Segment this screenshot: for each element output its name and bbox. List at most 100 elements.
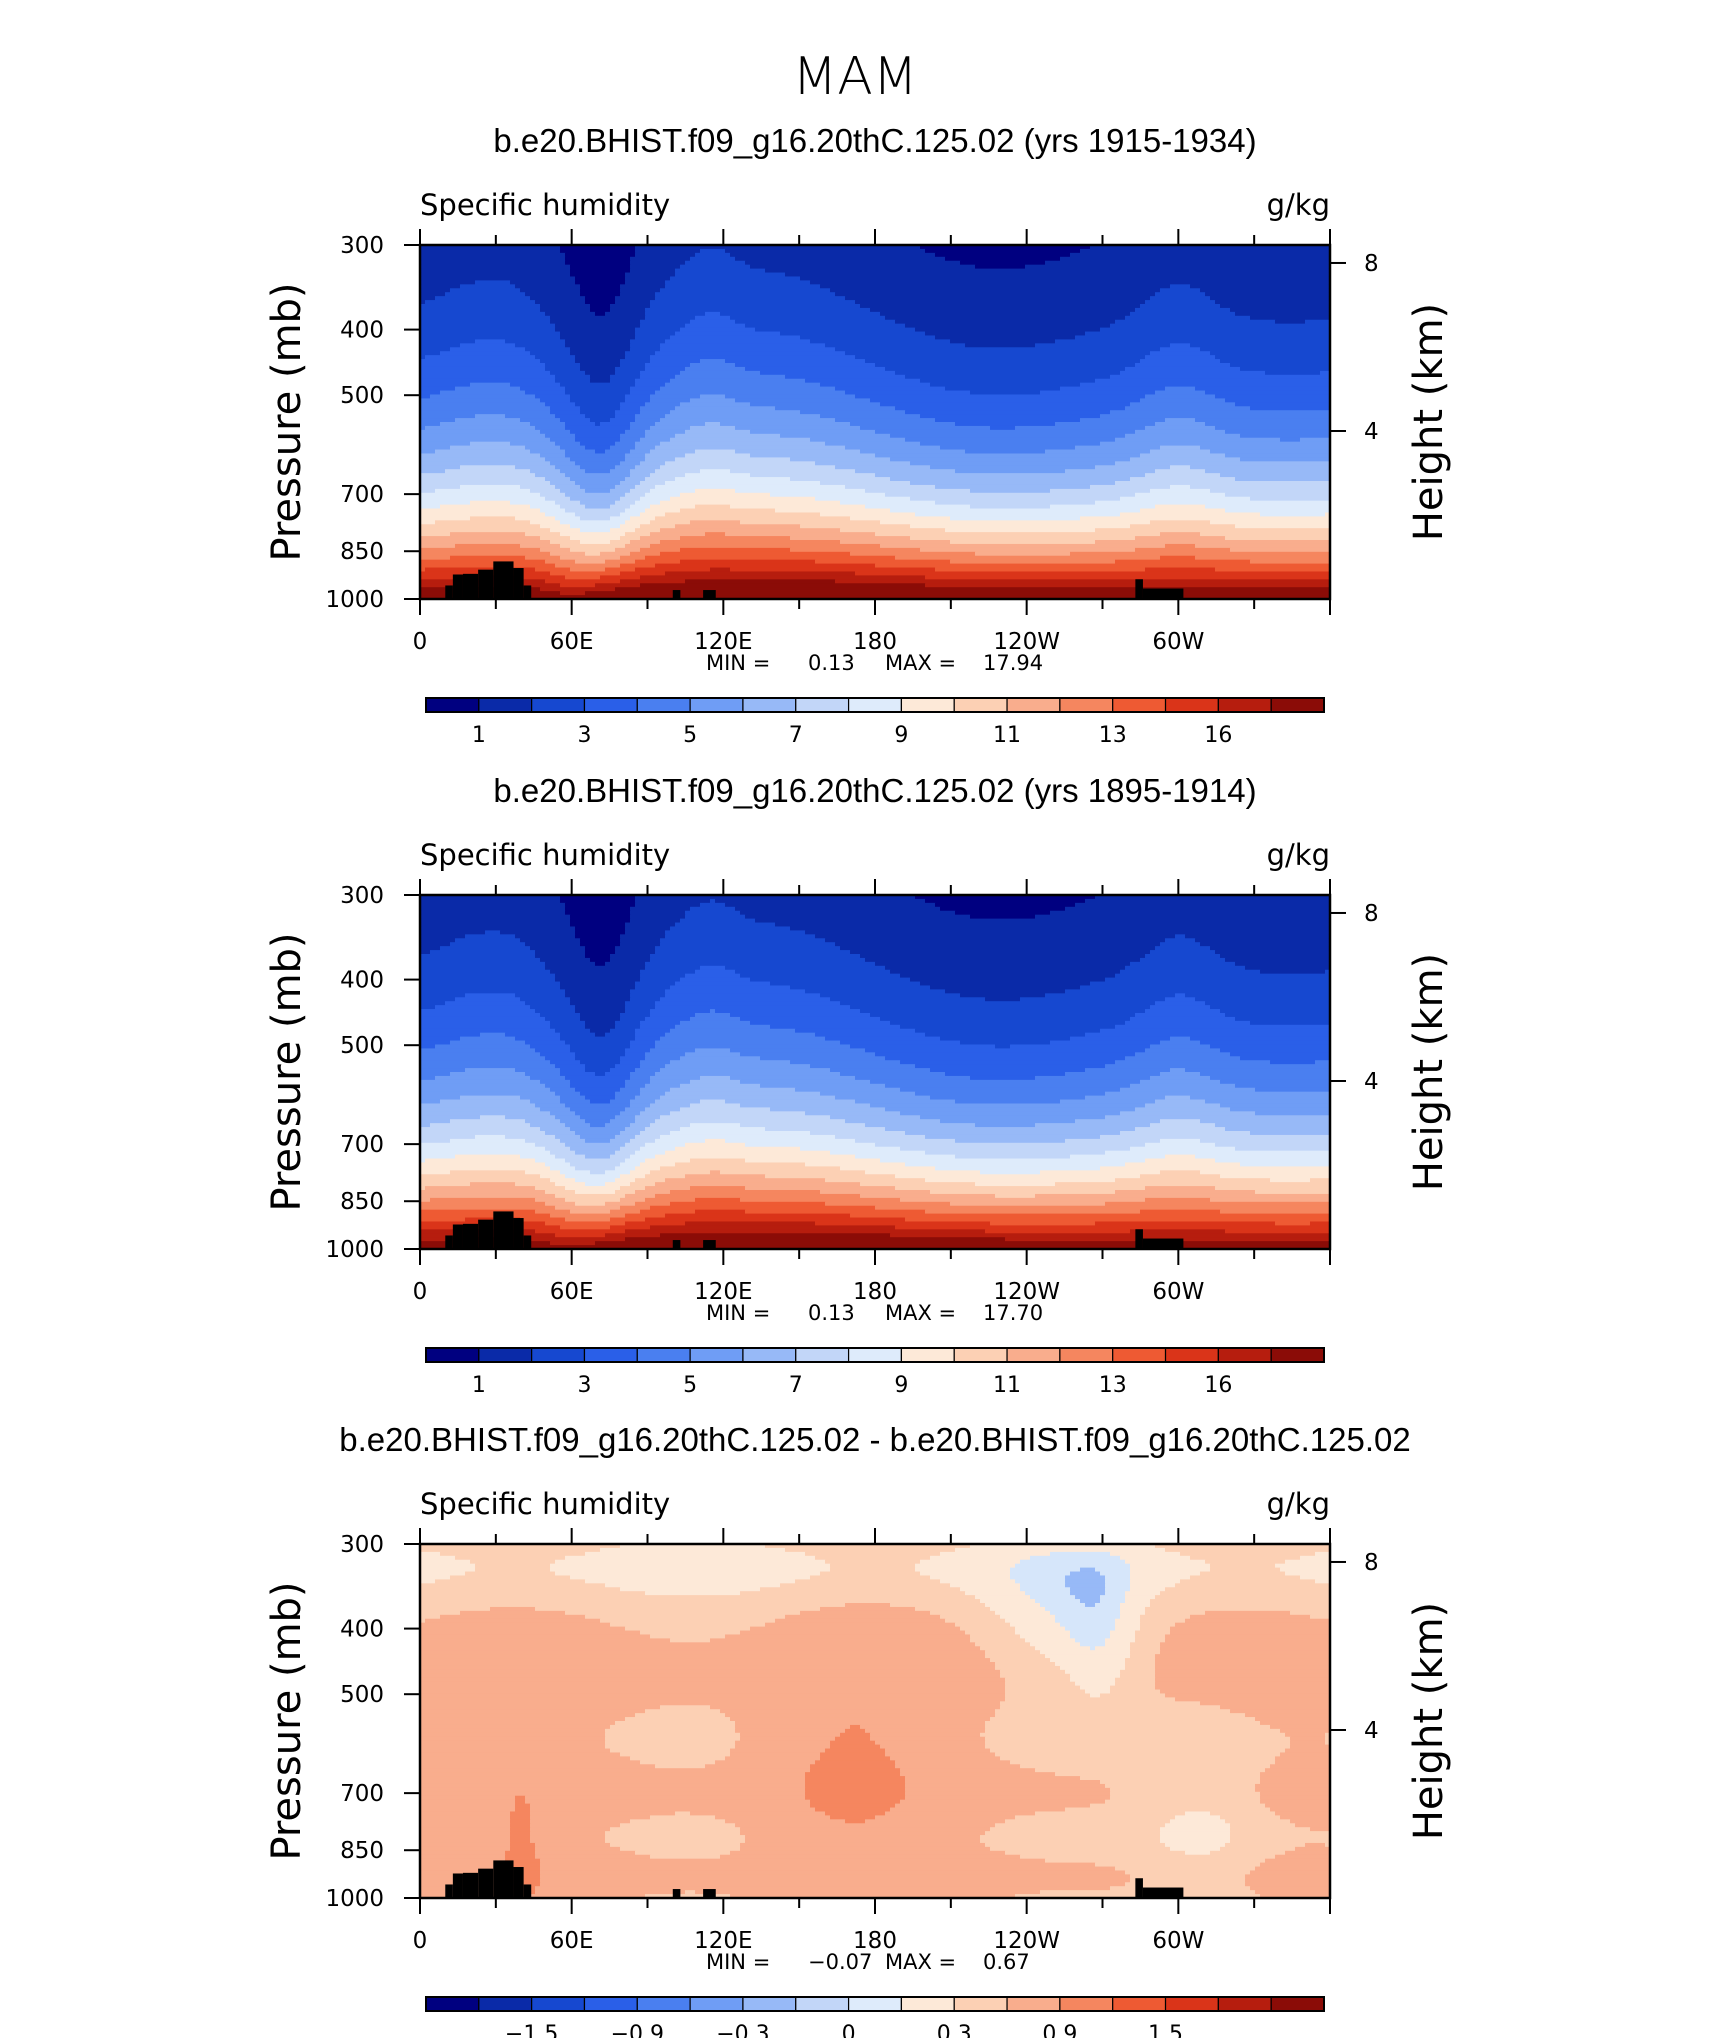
contour-cell: [605, 1728, 736, 1734]
contour-cell: [610, 1724, 736, 1730]
contour-cell: [420, 355, 426, 360]
contour-cell: [905, 1791, 1111, 1797]
contour-cell: [950, 559, 1116, 565]
contour-cell: [1195, 543, 1331, 549]
contour-cell: [450, 445, 526, 451]
contour-cell: [620, 496, 641, 502]
contour-cell: [1100, 1166, 1331, 1171]
contour-cell: [635, 1115, 661, 1120]
contour-cell: [1195, 555, 1331, 561]
contour-cell: [420, 1858, 506, 1864]
contour-cell: [475, 280, 511, 285]
contour-cell: [480, 1032, 506, 1038]
contour-cell: [1255, 1087, 1331, 1093]
contour-cell: [420, 595, 1331, 600]
contour-cell: [660, 540, 841, 545]
contour-cell: [540, 547, 571, 553]
contour-cell: [530, 1819, 631, 1824]
contour-cell: [570, 922, 626, 928]
contour-cell: [420, 1547, 601, 1553]
min-value: 0.13: [808, 1301, 855, 1325]
contour-cell: [700, 965, 726, 971]
contour-cell: [570, 567, 606, 573]
contour-cell: [1035, 914, 1331, 920]
contour-cell: [420, 469, 446, 474]
contour-cell: [625, 457, 646, 462]
contour-cell: [580, 406, 621, 411]
colorbar-swatch: [795, 1996, 850, 2012]
contour-cell: [695, 1209, 746, 1215]
contour-cell: [420, 1665, 996, 1671]
contour-cell: [420, 981, 561, 987]
contour-cell: [1035, 1123, 1151, 1128]
contour-cell: [635, 418, 661, 423]
contour-cell: [440, 1099, 531, 1105]
contour-cell: [670, 496, 816, 502]
topography-block: [513, 568, 524, 599]
contour-cell: [420, 1201, 546, 1207]
colorbar-label: 11: [993, 723, 1021, 748]
contour-cell: [580, 484, 616, 490]
y-axis-title: Pressure (mb): [264, 1581, 310, 1860]
contour-cell: [740, 520, 881, 525]
contour-cell: [1115, 1178, 1271, 1183]
contour-cell: [645, 307, 871, 313]
contour-cell: [1010, 1622, 1061, 1628]
colorbar-swatch: [689, 1996, 744, 2012]
contour-cell: [620, 1823, 736, 1828]
contour-cell: [1195, 386, 1331, 392]
contour-cell: [680, 1083, 761, 1089]
contour-cell: [420, 1142, 536, 1148]
contour-cell: [1290, 1740, 1326, 1746]
contour-cell: [420, 457, 546, 462]
contour-cell: [970, 1638, 1026, 1643]
contour-cell: [1135, 1107, 1231, 1112]
contour-cell: [560, 488, 586, 494]
contour-cell: [545, 1201, 576, 1207]
contour-cell: [1120, 969, 1261, 975]
contour-cell: [420, 323, 556, 329]
contour-cell: [845, 296, 1151, 301]
contour-cell: [665, 571, 856, 576]
contour-cell: [990, 425, 1016, 431]
height-tick-label: 8: [1364, 251, 1379, 277]
contour-cell: [1080, 1642, 1106, 1647]
topography-block: [493, 561, 514, 599]
contour-cell: [565, 260, 631, 266]
contour-cell: [420, 1103, 536, 1108]
contour-cell: [420, 1001, 446, 1006]
contour-cell: [470, 441, 511, 447]
contour-cell: [1165, 1638, 1331, 1643]
contour-cell: [915, 1563, 1016, 1569]
contour-cell: [980, 1646, 1036, 1651]
contour-cell: [670, 1111, 806, 1116]
contour-cell: [420, 516, 471, 521]
contour-cell: [615, 1721, 736, 1726]
contour-cell: [455, 386, 521, 392]
contour-cell: [1165, 1634, 1331, 1639]
contour-cell: [920, 245, 1091, 250]
contour-cell: [670, 985, 791, 990]
contour-cell: [550, 1020, 586, 1026]
contour-cell: [670, 437, 811, 443]
contour-cell: [505, 1134, 556, 1140]
contour-cell: [665, 1150, 831, 1156]
contour-cell: [1045, 1606, 1121, 1612]
contour-cell: [1180, 1579, 1316, 1584]
contour-cell: [865, 359, 1141, 364]
contour-cell: [665, 481, 821, 486]
contour-cell: [1050, 504, 1156, 510]
contour-cell: [665, 284, 821, 289]
contour-cell: [1160, 532, 1201, 537]
contour-cell: [575, 355, 626, 360]
contour-cell: [420, 540, 551, 545]
contour-cell: [420, 910, 566, 916]
contour-cell: [455, 1555, 566, 1561]
contour-cell: [585, 1182, 606, 1187]
contour-cell: [695, 1048, 731, 1053]
contour-cell: [870, 1732, 981, 1738]
contour-cell: [420, 1618, 426, 1624]
contour-cell: [420, 1005, 436, 1010]
contour-cell: [555, 1571, 821, 1577]
contour-cell: [870, 1103, 1146, 1108]
